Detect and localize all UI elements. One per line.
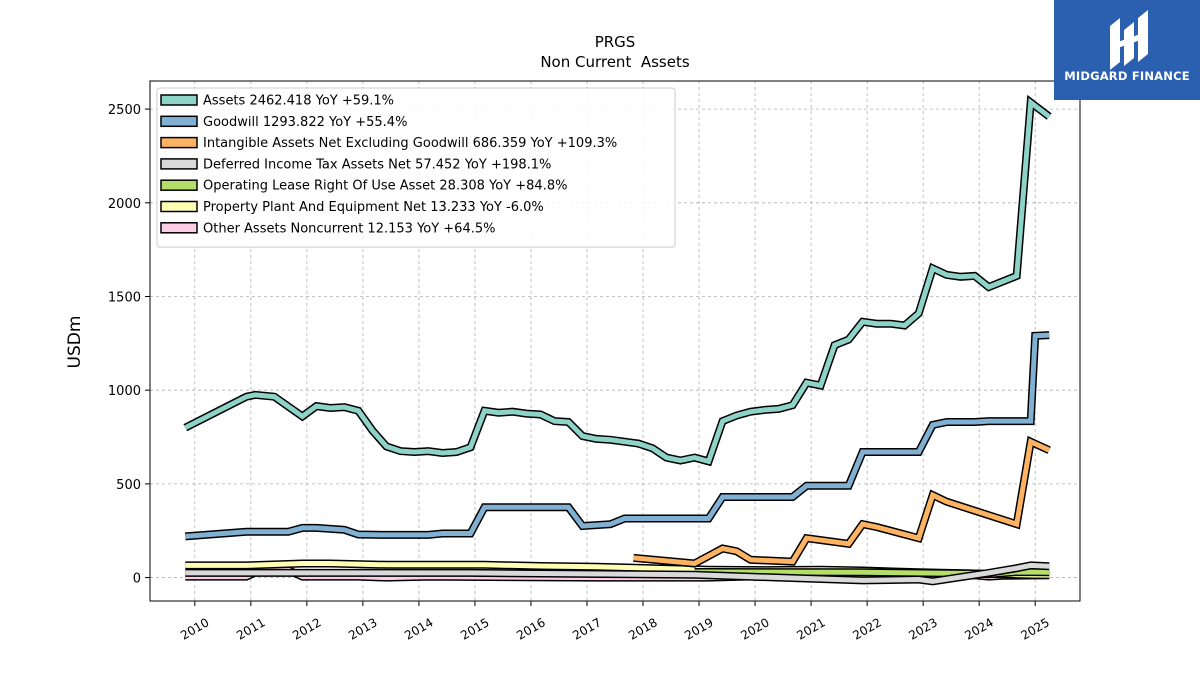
legend-box bbox=[156, 87, 676, 248]
x-tick-label: 2020 bbox=[738, 615, 771, 642]
legend: Assets 2462.418 YoY +59.1% Goodwill 1293.… bbox=[156, 87, 676, 248]
series-layer bbox=[183, 94, 1052, 586]
x-tick-label: 2016 bbox=[514, 615, 547, 642]
legend-item: Assets 2462.418 YoY +59.1% bbox=[160, 94, 394, 109]
legend-item: Intangible Assets Net Excluding Goodwill… bbox=[160, 136, 617, 151]
x-tick-label: 2023 bbox=[906, 615, 939, 642]
y-tick-label: 0 bbox=[133, 572, 141, 587]
x-tick-label: 2021 bbox=[794, 615, 827, 642]
y-axis-label: USDm bbox=[65, 316, 85, 369]
series-line-3 bbox=[633, 435, 1051, 568]
legend-swatch bbox=[160, 115, 198, 128]
legend-label: Operating Lease Right Of Use Asset 28.30… bbox=[203, 179, 567, 194]
legend-swatch bbox=[160, 136, 198, 149]
legend-label: Other Assets Noncurrent 12.153 YoY +64.5… bbox=[203, 221, 495, 236]
series-line-2 bbox=[184, 331, 1050, 541]
brand-logo: MIDGARD FINANCE bbox=[1054, 0, 1200, 100]
legend-label: Intangible Assets Net Excluding Goodwill… bbox=[203, 136, 617, 151]
legend-label: Deferred Income Tax Assets Net 57.452 Yo… bbox=[203, 157, 551, 172]
legend-item: Property Plant And Equipment Net 13.233 … bbox=[160, 200, 544, 215]
x-tick-label: 2014 bbox=[402, 615, 435, 642]
legend-label: Goodwill 1293.822 YoY +55.4% bbox=[203, 115, 407, 130]
logo-mark-icon bbox=[1110, 10, 1148, 70]
x-tick-label: 2018 bbox=[626, 615, 659, 642]
x-tick-label: 2024 bbox=[962, 615, 995, 642]
legend-swatch bbox=[160, 222, 198, 234]
legend-swatch bbox=[160, 179, 198, 191]
series-line-1 bbox=[183, 94, 1052, 467]
legend-item: Other Assets Noncurrent 12.153 YoY +64.5… bbox=[160, 221, 495, 236]
y-tick-label: 2000 bbox=[108, 197, 141, 212]
x-tick-label: 2017 bbox=[570, 615, 603, 642]
x-tick-label: 2022 bbox=[850, 615, 883, 642]
series-stroke bbox=[185, 332, 1050, 539]
legend-item: Goodwill 1293.822 YoY +55.4% bbox=[160, 115, 407, 130]
series-outline bbox=[184, 331, 1050, 541]
legend-item: Operating Lease Right Of Use Asset 28.30… bbox=[160, 179, 567, 194]
chart-title: PRGS bbox=[595, 33, 636, 51]
x-tick-label: 2010 bbox=[178, 615, 211, 642]
legend-label: Property Plant And Equipment Net 13.233 … bbox=[203, 200, 544, 215]
x-tick-label: 2015 bbox=[458, 615, 491, 642]
legend-label: Assets 2462.418 YoY +59.1% bbox=[203, 94, 394, 109]
legend-swatch bbox=[160, 158, 198, 170]
y-tick-label: 500 bbox=[116, 478, 141, 493]
x-tick-label: 2025 bbox=[1018, 615, 1051, 642]
series-line-4 bbox=[185, 561, 1050, 586]
legend-item: Deferred Income Tax Assets Net 57.452 Yo… bbox=[160, 157, 551, 172]
plot-frame bbox=[149, 80, 1081, 602]
logo-text: MIDGARD FINANCE bbox=[1064, 69, 1190, 83]
legend-swatch bbox=[160, 94, 198, 106]
x-tick-label: 2019 bbox=[682, 615, 715, 642]
series-stroke bbox=[184, 97, 1051, 465]
x-tick-label: 2012 bbox=[290, 615, 323, 642]
y-tick-label: 1500 bbox=[108, 290, 141, 305]
legend-swatch bbox=[160, 200, 198, 213]
series-stroke bbox=[185, 562, 1050, 584]
chart-subtitle: Non Current Assets bbox=[540, 53, 690, 71]
x-tick-label: 2013 bbox=[346, 615, 379, 642]
y-tick-label: 1000 bbox=[108, 384, 141, 399]
series-stroke bbox=[633, 438, 1051, 567]
x-tick-label: 2011 bbox=[234, 615, 267, 642]
y-tick-label: 2500 bbox=[108, 103, 141, 118]
